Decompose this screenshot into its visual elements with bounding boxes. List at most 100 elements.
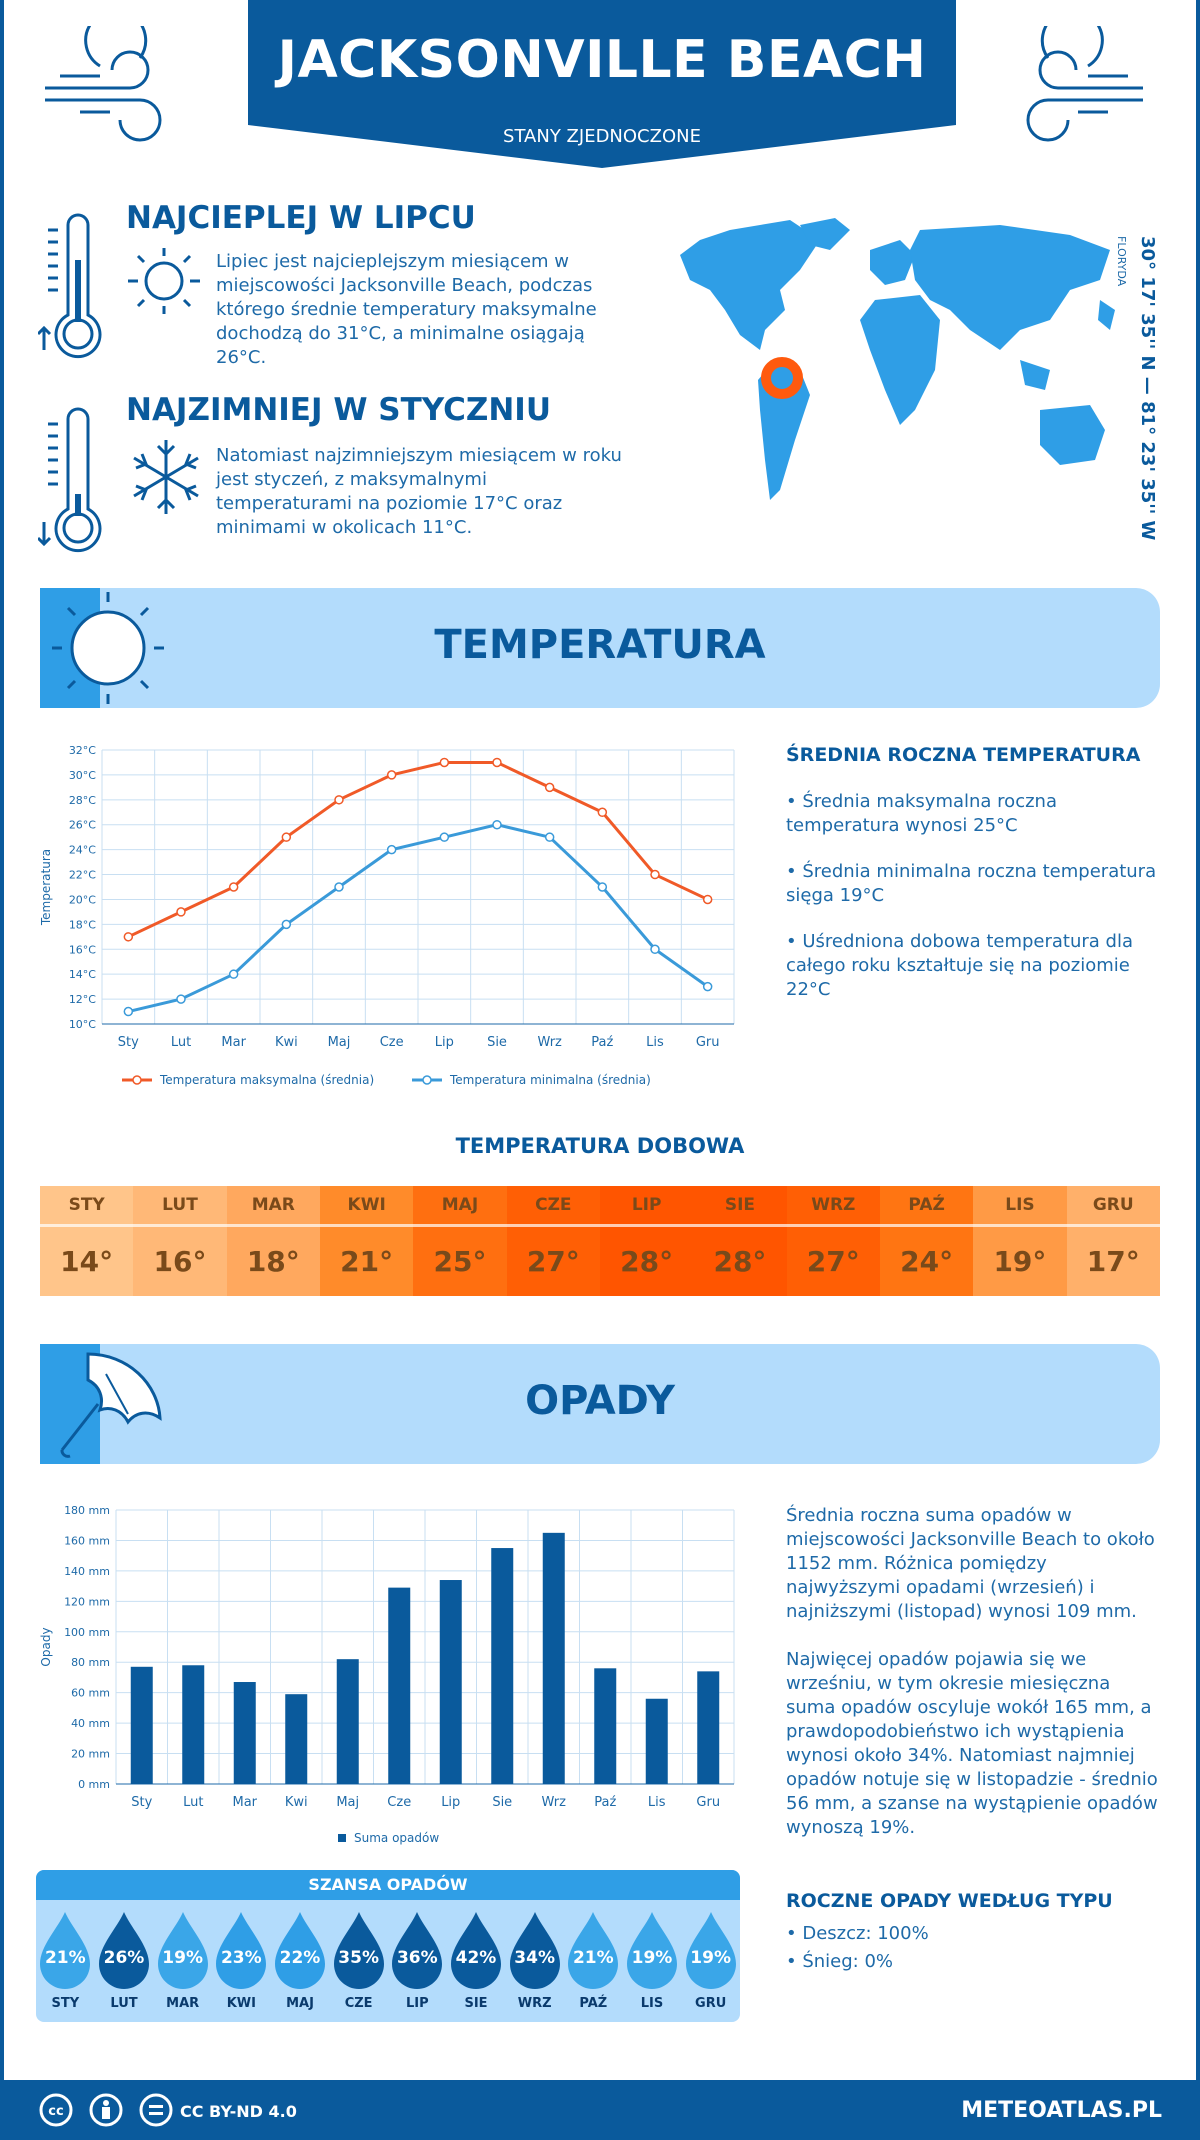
precip-type-snow: • Śnieg: 0%	[786, 1951, 894, 1972]
raindrop-shape	[568, 1912, 619, 1989]
raindrop-icon	[157, 1912, 208, 1989]
daily-temp-separator	[506, 1224, 600, 1227]
cc-icon[interactable]: cc	[38, 2092, 74, 2128]
annual-temp-bullet: • Średnia minimalna roczna temperatura s…	[786, 861, 1157, 906]
data-point	[650, 869, 660, 880]
coldest-heading: NAJZIMNIEJ W STYCZNIU	[126, 392, 551, 428]
page-subtitle: STANY ZJEDNOCZONE	[503, 126, 701, 147]
legend-marker	[422, 1075, 432, 1085]
y-tick-label: 12°C	[69, 993, 96, 1006]
x-tick-label: Lip	[435, 1035, 454, 1050]
precip-chance-month: LUT	[110, 1996, 138, 2011]
daily-temp-month: MAR	[251, 1195, 295, 1215]
raindrop-icon	[275, 1912, 325, 1989]
series-line	[127, 760, 709, 939]
y-tick-label: 18°C	[69, 918, 96, 931]
x-tick-label: Maj	[336, 1795, 359, 1810]
y-tick-label: 26°C	[69, 819, 96, 832]
y-axis-label: Opady	[39, 1627, 53, 1666]
precip-bar	[645, 1698, 668, 1784]
raindrop-icon	[216, 1912, 267, 1989]
data-point	[176, 907, 186, 917]
precip-chance-item: 21% STY	[36, 1910, 94, 2020]
precip-chance-value: 23%	[220, 1948, 262, 1968]
daily-temp-cell: PAŹ 24°	[879, 1186, 974, 1296]
daily-temp-value: 19°	[993, 1245, 1047, 1278]
data-point	[228, 969, 239, 979]
daily-temp-separator	[40, 1224, 134, 1227]
daily-temp-separator	[413, 1224, 507, 1227]
page: JACKSONVILLE BEACH STANY ZJEDNOCZONE NAJ…	[4, 0, 1196, 2080]
precip-type-heading: ROCZNE OPADY WEDŁUG TYPU	[786, 1890, 1113, 1912]
legend-label: Temperatura maksymalna (średnia)	[159, 1073, 374, 1087]
data-point	[334, 795, 344, 805]
daily-temp-value: 27°	[806, 1245, 860, 1278]
attribution-icon[interactable]	[88, 2092, 124, 2128]
x-tick-label: Paź	[591, 1035, 613, 1050]
precip-chance-item: 34% WRZ	[506, 1910, 564, 2020]
precip-chance-item: 26% LUT	[95, 1910, 153, 2020]
legend-label: Suma opadów	[354, 1831, 439, 1845]
raindrop-shape	[685, 1912, 736, 1989]
daily-temp-separator	[973, 1224, 1067, 1227]
x-tick-label: Sty	[118, 1035, 139, 1050]
daily-temp-cell: STY 14°	[40, 1186, 134, 1296]
y-tick-label: 20 mm	[71, 1748, 110, 1761]
daily-temp-cell: KWI 21°	[319, 1186, 414, 1296]
precip-chance-month: MAJ	[286, 1996, 314, 2011]
precip-chance-month: KWI	[226, 1996, 256, 2011]
annual-temp-bullet: • Średnia maksymalna roczna temperatura …	[786, 791, 1057, 836]
raindrop-icon	[568, 1912, 619, 1989]
site-link[interactable]: METEOATLAS.PL	[961, 2098, 1162, 2123]
daily-temp-value: 16°	[153, 1245, 207, 1278]
x-tick-label: Gru	[696, 1035, 720, 1050]
temperature-section-band	[40, 588, 1160, 708]
raindrop-shape	[333, 1912, 384, 1989]
no-derivatives-icon[interactable]	[138, 2092, 174, 2128]
raindrop-icon	[509, 1912, 560, 1989]
daily-temp-cell: MAR 18°	[226, 1186, 320, 1296]
precip-bar	[285, 1694, 308, 1784]
sun-icon	[52, 592, 164, 704]
daily-temp-heading: TEMPERATURA DOBOWA	[455, 1134, 745, 1158]
raindrop-shape	[99, 1912, 149, 1989]
daily-temp-separator	[1066, 1224, 1160, 1227]
daily-temp-month: LIP	[631, 1195, 662, 1215]
precip-bar	[594, 1668, 617, 1784]
y-tick-label: 32°C	[69, 744, 96, 757]
daily-temp-month: MAJ	[441, 1195, 479, 1215]
precip-chance-item: 19% MAR	[154, 1910, 212, 2020]
data-point	[281, 919, 292, 930]
precip-chance-value: 21%	[572, 1948, 614, 1968]
y-tick-label: 20°C	[69, 893, 96, 906]
precip-chance-item: 42% SIE	[447, 1910, 505, 2020]
precip-section-band	[40, 1344, 1160, 1464]
precip-bar	[439, 1580, 462, 1784]
daily-temp-table: STY 14° LUT 16° MAR 18° KWI 21° MAJ 25° CZE 27° LIP 2…	[40, 1186, 1160, 1296]
daily-temp-cell: LUT 16°	[133, 1186, 227, 1296]
daily-temp-cell: GRU 17°	[1066, 1186, 1160, 1296]
y-tick-label: 160 mm	[64, 1534, 110, 1547]
raindrop-shape	[509, 1912, 560, 1989]
x-tick-label: Sty	[131, 1795, 152, 1810]
y-tick-label: 16°C	[69, 943, 96, 956]
coldest-text: Natomiast najzimniejszym miesiącem w rok…	[216, 445, 622, 538]
precip-bar	[336, 1659, 359, 1784]
precip-chance-value: 26%	[103, 1948, 145, 1968]
precip-chance-value: 22%	[279, 1948, 321, 1968]
umbrella-rain-icon	[60, 1352, 162, 1458]
raindrop-shape	[451, 1912, 501, 1989]
x-tick-label: Wrz	[537, 1035, 562, 1050]
x-tick-label: Lip	[441, 1795, 460, 1810]
y-tick-label: 120 mm	[64, 1595, 110, 1608]
precip-chance-item: 36% LIP	[388, 1910, 446, 2020]
precip-chance-month: CZE	[344, 1996, 373, 2011]
location-marker-icon	[761, 357, 803, 399]
page-title: JACKSONVILLE BEACH	[277, 30, 927, 90]
daily-temp-value: 28°	[713, 1245, 767, 1278]
daily-temp-separator	[319, 1224, 414, 1227]
y-tick-label: 28°C	[69, 794, 96, 807]
precip-bar	[542, 1532, 565, 1784]
precip-summary-text: Średnia roczna suma opadów w miejscowośc…	[786, 1505, 1155, 1622]
raindrop-shape	[392, 1912, 443, 1989]
